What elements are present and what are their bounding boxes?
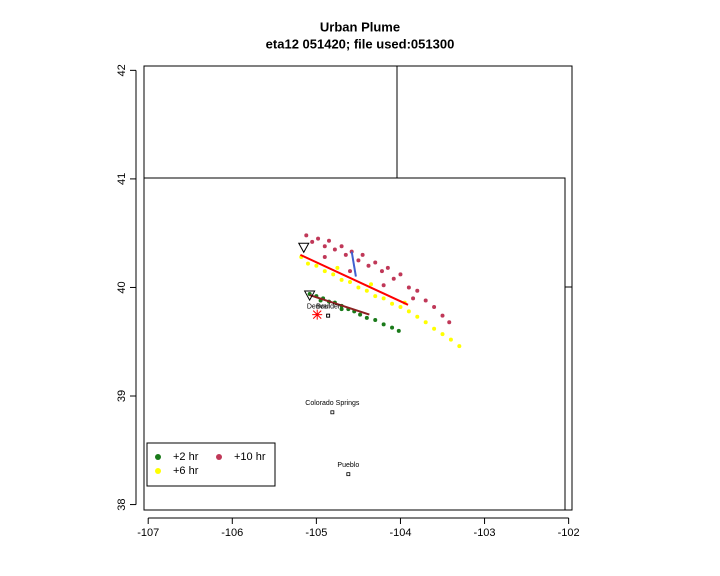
legend-label: +10 hr — [234, 451, 266, 463]
plume-point — [398, 304, 403, 309]
plume-point — [448, 337, 453, 342]
plume-point — [304, 233, 309, 238]
plume-point — [339, 277, 344, 282]
plume-point — [390, 325, 395, 330]
station-marker — [297, 242, 310, 254]
plume-point — [322, 269, 327, 274]
plume-point — [447, 320, 452, 325]
legend-swatch — [155, 454, 161, 460]
plot-frame — [143, 65, 573, 511]
plume-point — [369, 282, 374, 287]
city-marker — [326, 313, 331, 318]
plume-point — [432, 304, 437, 309]
plume-point — [379, 269, 384, 274]
plume-point — [356, 258, 361, 263]
plume-point — [423, 320, 428, 325]
plume-point — [322, 255, 327, 260]
plume-point — [316, 236, 321, 241]
plume-point — [339, 307, 344, 312]
legend-label: +2 hr — [173, 451, 199, 463]
x-tick-label: -107 — [137, 527, 159, 539]
trajectory-line — [350, 251, 357, 277]
city-label: Pueblo — [337, 462, 359, 469]
plume-point — [339, 244, 344, 249]
plume-point — [360, 252, 365, 257]
plume-point — [398, 272, 403, 277]
legend-label: +6 hr — [173, 465, 199, 477]
plume-point — [373, 260, 378, 265]
plume-point — [406, 309, 411, 314]
y-tick-label: 41 — [116, 173, 128, 185]
x-tick-label: -105 — [305, 527, 327, 539]
legend-box — [146, 442, 276, 487]
x-tick-label: -104 — [389, 527, 411, 539]
y-tick-label: 40 — [116, 281, 128, 293]
x-tick-label: -106 — [221, 527, 243, 539]
legend-swatch — [155, 468, 161, 474]
city-marker — [326, 313, 331, 318]
plume-point — [440, 332, 445, 337]
colorado-border — [144, 177, 566, 510]
city-marker — [346, 472, 351, 477]
plume-point — [332, 247, 337, 252]
plume-point — [396, 328, 401, 333]
plume-point — [432, 326, 437, 331]
plume-point — [348, 269, 353, 274]
plume-point — [364, 288, 369, 293]
city-marker — [330, 410, 335, 415]
y-tick-label: 42 — [116, 64, 128, 76]
plume-point — [415, 314, 420, 319]
plume-point — [457, 344, 462, 349]
legend-swatch — [216, 454, 222, 460]
plume-point — [326, 238, 331, 243]
trajectory-line — [299, 253, 409, 306]
trajectory-line — [309, 294, 370, 316]
plume-point — [411, 296, 416, 301]
plume-point — [423, 298, 428, 303]
plume-point — [381, 322, 386, 327]
plume-point — [415, 288, 420, 293]
plume-point — [305, 261, 310, 266]
chart-title: Urban Plume — [320, 19, 400, 34]
plume-point — [381, 283, 386, 288]
plume-point — [390, 301, 395, 306]
plume-point — [385, 265, 390, 270]
plume-point — [406, 285, 411, 290]
plume-point — [348, 280, 353, 285]
plume-point — [335, 265, 340, 270]
city-label: Denver — [307, 304, 330, 311]
x-tick-label: -103 — [474, 527, 496, 539]
plume-point — [366, 263, 371, 268]
plume-point — [373, 294, 378, 299]
plume-point — [331, 272, 336, 277]
city-label: Colorado Springs — [305, 400, 360, 407]
source-star — [312, 309, 323, 320]
plume-point — [322, 244, 327, 249]
plume-point — [364, 315, 369, 320]
plume-point — [373, 318, 378, 323]
chart-subtitle: eta12 051420; file used:051300 — [266, 36, 455, 51]
plume-point — [343, 252, 348, 257]
plume-point — [356, 285, 361, 290]
station-marker — [303, 290, 316, 302]
plume-point — [310, 239, 315, 244]
y-tick-label: 38 — [116, 498, 128, 510]
city-label: Boulder — [316, 304, 341, 311]
x-tick-label: -102 — [558, 527, 580, 539]
state-borders — [144, 66, 572, 510]
plume-point — [391, 276, 396, 281]
plume-point — [358, 312, 363, 317]
plume-point — [381, 296, 386, 301]
y-tick-label: 39 — [116, 390, 128, 402]
plume-point — [314, 263, 319, 268]
plume-point — [440, 313, 445, 318]
